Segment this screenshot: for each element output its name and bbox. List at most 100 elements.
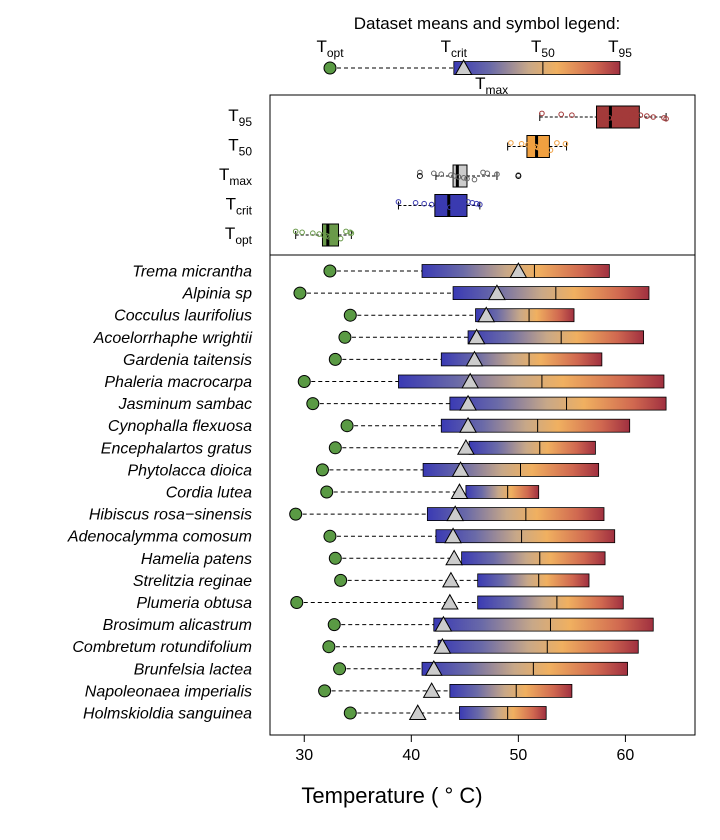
boxplot-point	[518, 141, 525, 147]
boxplot-point	[569, 112, 575, 118]
species-range-bar	[433, 617, 654, 632]
species-label: Napoleonaea imperialis	[85, 683, 252, 700]
boxplot-point	[412, 200, 419, 206]
species-range-bar	[422, 462, 600, 477]
species-tmax-triangle	[451, 461, 470, 477]
species-range-bar-fill	[468, 440, 596, 455]
legend-label-t95: T95	[608, 37, 632, 60]
boxplot-point	[417, 169, 423, 176]
species-range-bar	[452, 286, 650, 301]
legend-block: Dataset means and symbol legend: Topt Tcr…	[316, 14, 632, 97]
species-range-bar	[475, 308, 575, 323]
boxplot-point	[448, 172, 454, 178]
species-tmax-triangle	[456, 438, 475, 455]
species-topt-circle	[343, 706, 357, 720]
species-range-bar-fill	[433, 617, 654, 632]
boxplot-point	[554, 140, 560, 146]
species-range-bar	[465, 485, 540, 499]
species-topt-circle	[318, 684, 332, 698]
species-tmax-triangle	[408, 704, 427, 720]
boxplot-point	[464, 175, 470, 182]
boxplot-point	[428, 201, 435, 208]
species-label: Gardenia taitensis	[123, 352, 252, 369]
species-label: Cordia lutea	[166, 485, 252, 502]
boxplot-point	[477, 201, 483, 208]
boxplot-point	[562, 141, 569, 147]
species-label: Brunfelsia lactea	[134, 661, 252, 678]
species-topt-circle	[290, 596, 304, 609]
species-label: Jasminum sambac	[118, 396, 252, 413]
species-range-bar	[477, 573, 590, 588]
species-topt-circle	[328, 551, 342, 565]
boxplot-point	[596, 113, 603, 119]
species-label: Hamelia patens	[141, 551, 252, 568]
boxplot-point	[624, 117, 631, 124]
boxplot-outlier	[416, 173, 423, 179]
x-tick-label: 40	[402, 747, 420, 764]
species-tmax-triangle	[444, 527, 462, 544]
species-range-bar-fill	[422, 462, 600, 477]
boxplot-label-t95: T95	[228, 106, 252, 129]
species-range-panel: Trema micrantha Alpinia sp Cocculus laurif…	[67, 254, 696, 736]
species-tmax-triangle	[450, 483, 469, 499]
boxplot-category-labels: T95 T50 Tmax Tcrit Topt	[219, 106, 253, 247]
legend-range-bar	[453, 61, 621, 75]
species-range-bar-fill	[426, 507, 605, 522]
legend-topt-circle	[323, 61, 337, 75]
legend-label-tmax: Tmax	[475, 74, 508, 97]
x-axis: 30 40 50 60	[295, 735, 634, 764]
species-tmax-triangle	[465, 350, 484, 367]
species-range-bar-fill	[465, 485, 540, 499]
species-tmax-triangle	[440, 593, 459, 610]
species-range-bar	[467, 330, 645, 345]
species-label: Cynophalla flexuosa	[108, 418, 252, 435]
x-axis-label: Temperature ( ° C)	[301, 783, 482, 808]
legend-tmax-triangle	[454, 59, 473, 75]
boxplot-outlier	[515, 173, 522, 179]
species-range-bar	[449, 396, 667, 411]
species-range-bar	[449, 684, 573, 698]
boxplot-point	[547, 147, 554, 153]
species-topt-circle	[340, 419, 354, 433]
boxplot-point	[337, 235, 344, 242]
boxplot-label-tmax: Tmax	[219, 165, 252, 188]
species-range-bar-fill	[477, 595, 624, 610]
species-panel-frame	[269, 254, 696, 736]
species-range-bar-fill	[440, 352, 603, 367]
species-label: Cocculus laurifolius	[114, 308, 252, 325]
boxplot-point	[539, 110, 545, 117]
boxplot-label-tcrit: Tcrit	[226, 195, 253, 218]
species-tmax-triangle	[424, 659, 443, 676]
boxplot-point	[430, 170, 437, 177]
boxplot-point	[558, 111, 564, 118]
boxplot-point	[421, 200, 427, 207]
boxplot-point	[536, 145, 543, 152]
boxplot-point	[627, 110, 634, 117]
species-range-bar	[437, 639, 639, 654]
boxplot-point	[618, 116, 624, 123]
species-topt-circle	[315, 463, 329, 477]
boxplot-label-t50: T50	[228, 136, 252, 159]
boxplot-point	[650, 114, 657, 120]
species-range-bar-fill	[440, 418, 631, 433]
species-range-bar	[435, 529, 616, 544]
species-tmax-triangle	[459, 416, 477, 433]
species-label: Encephalartos gratus	[101, 440, 252, 457]
species-tmax-triangle	[467, 328, 486, 345]
boxplot-point	[473, 200, 480, 207]
species-range-bar	[421, 661, 628, 676]
species-range-bar	[398, 374, 665, 389]
boxplot-label-topt: Topt	[225, 224, 253, 247]
species-label: Plumeria obtusa	[136, 595, 252, 612]
species-label: Holmskioldia sanguinea	[83, 706, 252, 723]
x-tick-label: 60	[617, 747, 635, 764]
species-topt-circle	[338, 330, 352, 344]
summary-boxplot-panel: T95 T50 Tmax Tcrit Topt	[219, 94, 696, 256]
boxplot-point	[610, 116, 617, 122]
boxplot-point	[494, 171, 500, 177]
boxplot-point	[326, 234, 332, 240]
boxplot-point	[529, 142, 536, 149]
species-label: Acoelorrhaphe wrightii	[93, 330, 253, 347]
species-range-bar	[461, 551, 606, 566]
